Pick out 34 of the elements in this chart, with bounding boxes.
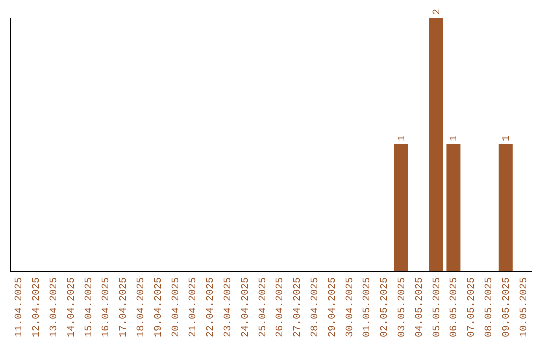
x-tick-label: 12.04.2025	[32, 278, 44, 338]
x-tick-label: 05.05.2025	[432, 278, 444, 338]
x-tick-label: 28.04.2025	[310, 278, 322, 338]
x-tick-label: 16.04.2025	[102, 278, 113, 338]
x-tick-label: 06.05.2025	[450, 278, 461, 338]
x-tick-label: 04.05.2025	[414, 278, 426, 338]
data-label: 2	[432, 8, 444, 15]
x-tick-label: 20.04.2025	[171, 278, 182, 338]
x-tick-label: 19.04.2025	[154, 278, 165, 338]
x-tick-label: 30.04.2025	[345, 278, 356, 338]
x-tick-label: 24.04.2025	[240, 278, 252, 338]
x-tick-label: 08.05.2025	[484, 278, 496, 338]
x-tick-label: 15.04.2025	[84, 278, 96, 338]
x-tick-label: 10.05.2025	[519, 278, 530, 338]
x-tick-label: 18.04.2025	[136, 278, 148, 338]
x-tick-label: 17.04.2025	[119, 278, 130, 338]
x-tick-label: 27.04.2025	[293, 278, 304, 338]
x-tick-label: 29.04.2025	[328, 278, 339, 338]
x-tick-label: 11.04.2025	[14, 278, 26, 338]
x-tick-label: 01.05.2025	[362, 278, 374, 338]
x-tick-label: 22.04.2025	[206, 278, 218, 338]
x-tick-label: 26.04.2025	[276, 278, 287, 338]
x-tick-label: 09.05.2025	[502, 278, 513, 338]
x-tick-label: 14.04.2025	[66, 278, 78, 338]
x-tick-label: 13.04.2025	[50, 278, 60, 338]
x-tick-label: 02.05.2025	[380, 278, 392, 338]
x-tick-label: 23.04.2025	[224, 278, 234, 338]
data-label: 1	[502, 135, 513, 142]
x-tick-label: 25.04.2025	[258, 278, 270, 338]
data-label: 1	[450, 135, 461, 142]
x-tick-label: 07.05.2025	[467, 278, 478, 338]
x-tick-label: 21.04.2025	[188, 278, 200, 338]
x-tick-label: 03.05.2025	[398, 278, 408, 338]
data-label: 1	[398, 135, 408, 142]
